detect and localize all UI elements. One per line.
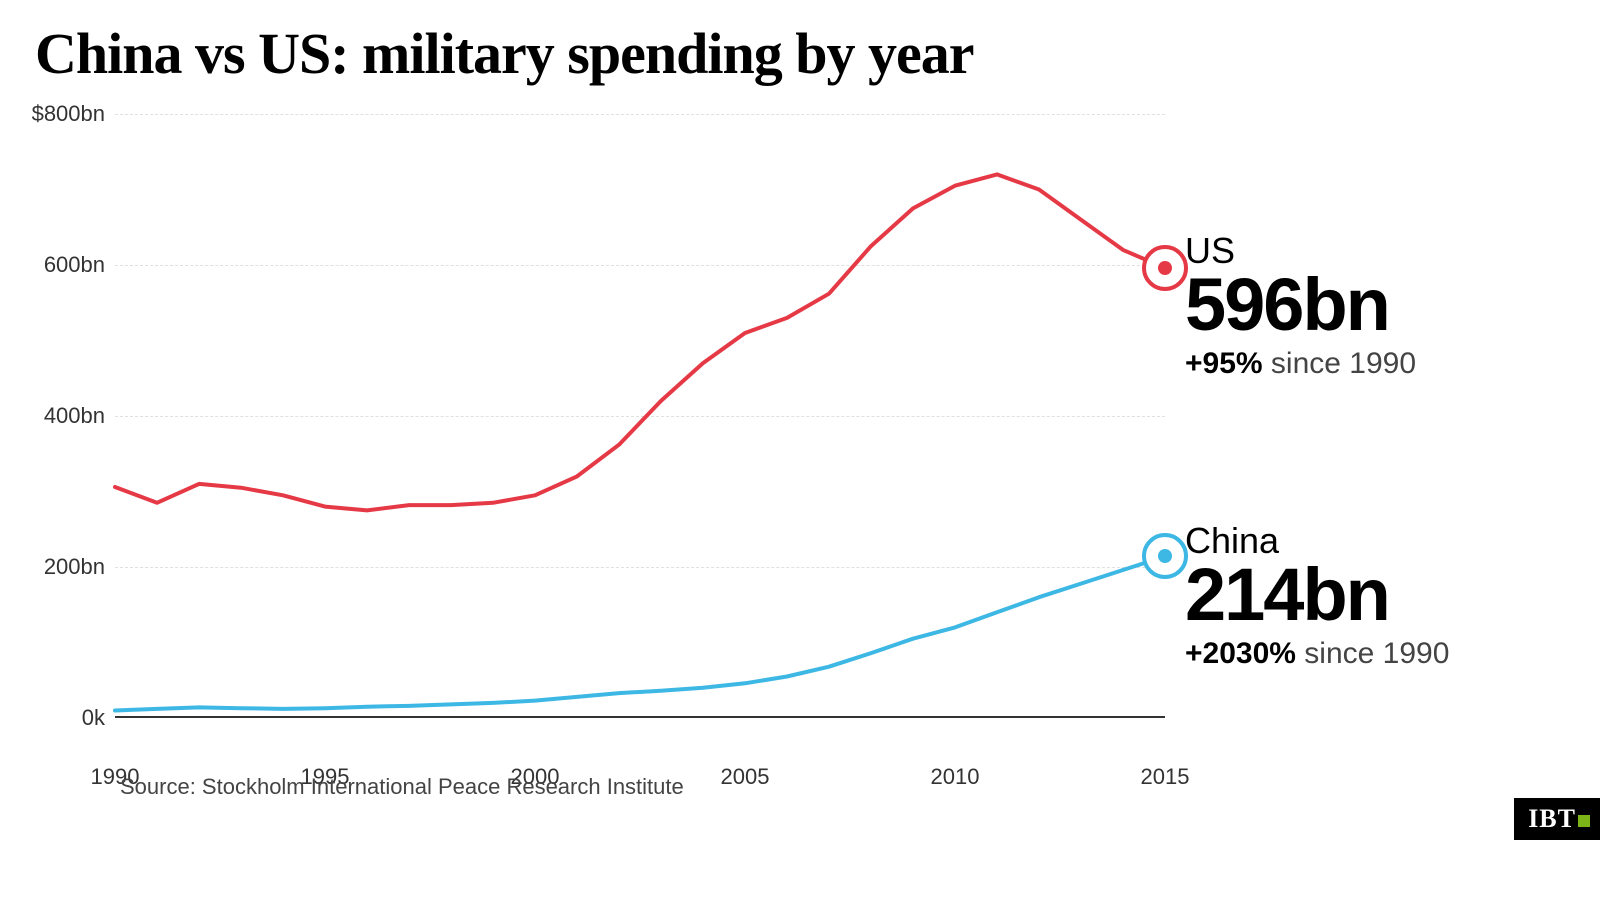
source-text: Source: Stockholm International Peace Re… xyxy=(120,774,684,800)
china-value: 214bn xyxy=(1185,556,1449,634)
ibt-logo-dot xyxy=(1578,815,1590,827)
chart-plot-area: 0k200bn400bn600bn$800bn 1990199520002005… xyxy=(35,100,1165,760)
china-change: +2030% since 1990 xyxy=(1185,634,1449,675)
china-end-marker xyxy=(1142,533,1188,579)
x-tick-label: 2005 xyxy=(721,764,770,790)
us-change-since: since 1990 xyxy=(1271,347,1416,380)
us-end-marker xyxy=(1142,245,1188,291)
us-change: +95% since 1990 xyxy=(1185,344,1416,385)
x-tick-label: 2015 xyxy=(1141,764,1190,790)
china-change-pct: +2030% xyxy=(1185,637,1296,670)
ibt-logo: IBT xyxy=(1514,798,1600,840)
us-marker-dot xyxy=(1158,261,1172,275)
china-line xyxy=(115,556,1165,710)
us-value: 596bn xyxy=(1185,266,1416,344)
china-change-since: since 1990 xyxy=(1304,637,1449,670)
chart-title: China vs US: military spending by year xyxy=(35,20,973,87)
china-callout: China 214bn +2030% since 1990 xyxy=(1185,520,1449,674)
chart-lines-svg xyxy=(35,100,1165,760)
us-line xyxy=(115,174,1165,510)
us-callout: US 596bn +95% since 1990 xyxy=(1185,230,1416,384)
x-tick-label: 2010 xyxy=(931,764,980,790)
us-change-pct: +95% xyxy=(1185,347,1263,380)
china-marker-dot xyxy=(1158,549,1172,563)
ibt-logo-text: IBT xyxy=(1528,804,1576,833)
